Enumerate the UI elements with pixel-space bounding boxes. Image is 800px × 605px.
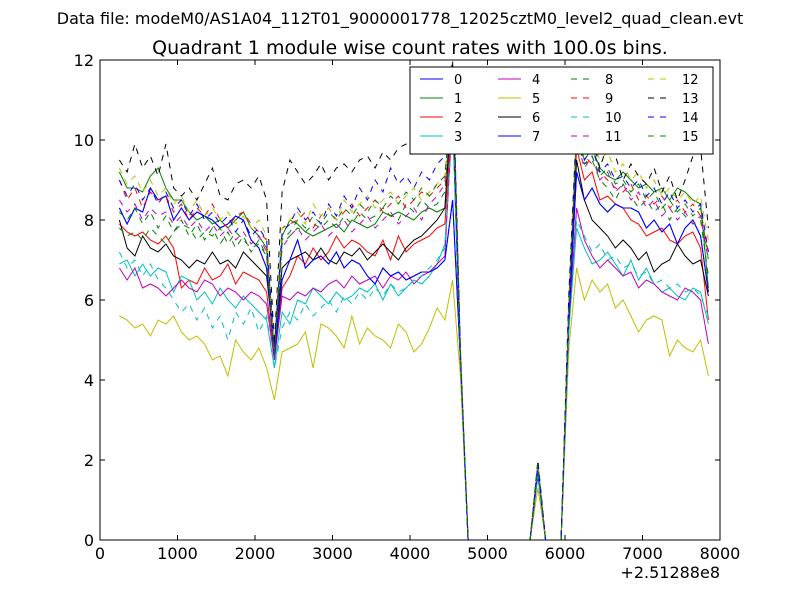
y-tick-label: 2 [84,451,94,470]
legend-label-8: 8 [605,73,613,88]
legend-label-7: 7 [532,130,540,145]
y-tick-label: 0 [84,531,94,550]
x-tick-label: 2000 [235,544,276,563]
y-tick-label: 10 [74,131,94,150]
legend-label-6: 6 [532,111,540,126]
series-line-15 [119,79,709,541]
x-tick-label: 5000 [467,544,508,563]
series-line-1 [118,83,709,541]
legend-label-14: 14 [682,111,699,126]
series-line-7 [118,171,709,541]
plot-area [118,59,709,541]
x-tick-label: 8000 [700,544,741,563]
legend-label-10: 10 [605,111,622,126]
series-line-4 [118,107,709,541]
y-tick-label: 12 [74,51,94,70]
legend-label-4: 4 [532,73,540,88]
series-line-14 [118,67,709,541]
legend-box [409,66,714,155]
legend-label-0: 0 [454,73,462,88]
legend-label-13: 13 [682,92,699,107]
x-tick-label: 3000 [312,544,353,563]
series-line-2 [119,107,709,541]
legend-label-1: 1 [454,92,462,107]
x-offset-text: +2.51288e8 [620,563,720,582]
legend-label-3: 3 [454,130,462,145]
series-line-10 [118,115,709,541]
y-tick-label: 4 [84,371,94,390]
y-tick-label: 8 [84,211,94,230]
x-tick-label: 6000 [545,544,586,563]
legend-label-15: 15 [682,130,699,145]
legend-label-12: 12 [682,73,699,88]
series-line-8 [119,83,709,541]
x-tick-label: 1000 [157,544,198,563]
x-tick-label: 0 [95,544,105,563]
series-line-5 [119,267,709,541]
series-line-12 [118,63,709,541]
series-line-6 [118,91,709,541]
figure-suptitle: Data file: modeM0/AS1A04_112T01_90000017… [57,9,743,29]
legend-label-11: 11 [605,130,622,145]
y-tick-label: 6 [84,291,94,310]
x-tick-label: 4000 [390,544,431,563]
x-tick-label: 7000 [622,544,663,563]
series-line-0 [118,171,709,541]
series-line-11 [118,75,709,541]
legend-label-5: 5 [532,92,540,107]
chart-title: Quadrant 1 module wise count rates with … [152,37,668,59]
axis-ticks: 0 1000 2000 3000 4000 5000 6000 7000 80000246810… [74,51,741,563]
series-line-3 [119,119,709,541]
legend-label-9: 9 [605,92,613,107]
legend-label-2: 2 [454,111,462,126]
